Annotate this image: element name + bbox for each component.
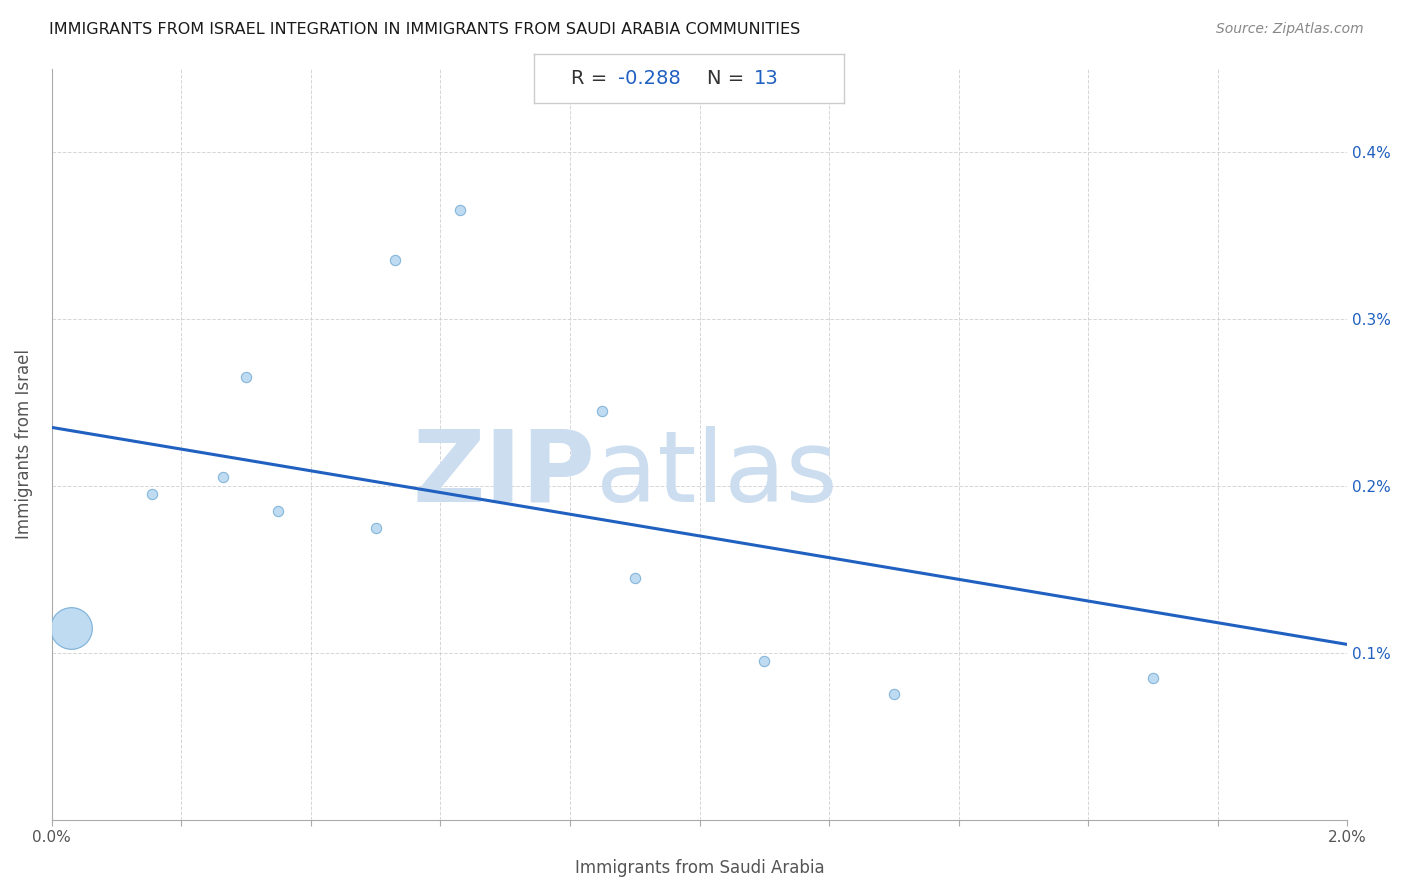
Text: IMMIGRANTS FROM ISRAEL INTEGRATION IN IMMIGRANTS FROM SAUDI ARABIA COMMUNITIES: IMMIGRANTS FROM ISRAEL INTEGRATION IN IM…: [49, 22, 800, 37]
Point: [591, 403, 613, 417]
Point: [212, 470, 235, 484]
Point: [141, 487, 163, 501]
Text: N =: N =: [707, 69, 751, 87]
Point: [754, 654, 776, 668]
Text: ZIP: ZIP: [413, 425, 596, 523]
Point: [364, 520, 387, 534]
Point: [1142, 671, 1164, 685]
Point: [267, 504, 290, 518]
Text: 13: 13: [754, 69, 779, 87]
X-axis label: Immigrants from Saudi Arabia: Immigrants from Saudi Arabia: [575, 859, 824, 877]
Point: [449, 203, 471, 218]
Point: [883, 688, 905, 702]
Point: [623, 571, 645, 585]
Point: [60, 621, 83, 635]
Text: R =: R =: [571, 69, 614, 87]
Point: [235, 370, 257, 384]
Text: -0.288: -0.288: [617, 69, 681, 87]
Text: atlas: atlas: [596, 425, 838, 523]
Text: Source: ZipAtlas.com: Source: ZipAtlas.com: [1216, 22, 1364, 37]
Y-axis label: Immigrants from Israel: Immigrants from Israel: [15, 349, 32, 539]
Point: [384, 253, 406, 268]
